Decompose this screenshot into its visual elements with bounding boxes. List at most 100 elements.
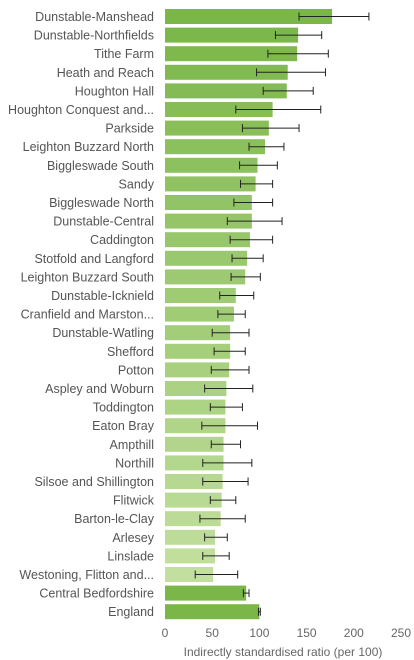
x-tick-label: 250 bbox=[391, 626, 411, 640]
category-label: Cranfield and Marston... bbox=[21, 308, 154, 322]
category-label: Dunstable-Northfields bbox=[34, 29, 154, 43]
category-label: Central Bedfordshire bbox=[39, 587, 154, 601]
error-bar bbox=[211, 328, 250, 337]
category-label: Toddington bbox=[93, 401, 154, 415]
bar bbox=[165, 325, 231, 341]
category-label: Ampthill bbox=[110, 438, 154, 452]
error-bar bbox=[202, 551, 230, 560]
category-label: Flitwick bbox=[113, 494, 155, 508]
bar bbox=[165, 455, 224, 471]
bar bbox=[165, 157, 258, 173]
bar bbox=[165, 102, 273, 117]
bar bbox=[165, 213, 252, 229]
bars-layer bbox=[165, 9, 333, 620]
x-tick-label: 150 bbox=[297, 626, 317, 640]
bar bbox=[165, 362, 230, 378]
error-bar bbox=[194, 570, 239, 579]
bar bbox=[165, 139, 266, 155]
x-tick-label: 50 bbox=[206, 626, 220, 640]
error-bar bbox=[201, 421, 259, 430]
category-label: Caddington bbox=[90, 233, 154, 247]
category-label: Potton bbox=[118, 363, 154, 377]
category-label: Northill bbox=[115, 456, 154, 470]
category-label: Biggleswade North bbox=[49, 196, 154, 210]
category-label: Aspley and Woburn bbox=[45, 382, 154, 396]
category-labels: Dunstable-Manshead Dunstable-Northfields T… bbox=[8, 10, 155, 619]
bar bbox=[165, 492, 222, 508]
x-axis-label: Indirectly standardised ratio (per 100) bbox=[184, 645, 383, 659]
error-bar bbox=[239, 161, 278, 170]
bar bbox=[165, 9, 333, 24]
category-label: Linslade bbox=[107, 549, 154, 563]
bar bbox=[165, 232, 250, 248]
bar bbox=[165, 529, 216, 545]
bar bbox=[165, 604, 260, 620]
error-bar bbox=[226, 217, 283, 226]
x-tick-label: 0 bbox=[162, 626, 169, 640]
category-label: Houghton Hall bbox=[75, 84, 154, 98]
category-label: Dunstable-Central bbox=[53, 215, 154, 229]
category-label: Heath and Reach bbox=[57, 66, 154, 80]
bar bbox=[165, 269, 246, 285]
error-bar bbox=[219, 291, 255, 300]
x-tick-label: 200 bbox=[344, 626, 364, 640]
error-bar bbox=[267, 49, 329, 58]
error-bar bbox=[248, 142, 285, 151]
category-label: Silsoe and Shillington bbox=[34, 475, 154, 489]
error-bar bbox=[242, 589, 250, 598]
error-bar bbox=[274, 31, 323, 40]
error-bar bbox=[209, 496, 237, 505]
bar bbox=[165, 250, 248, 266]
error-bar bbox=[210, 440, 242, 449]
bar bbox=[165, 418, 226, 434]
error-bar bbox=[210, 365, 250, 374]
error-bar bbox=[204, 384, 254, 393]
error-bar bbox=[256, 68, 326, 77]
category-label: Dunstable-Icknield bbox=[51, 289, 154, 303]
x-tick-label: 100 bbox=[249, 626, 269, 640]
category-label: Westoning, Flitton and... bbox=[19, 568, 154, 582]
error-bar bbox=[217, 310, 246, 319]
category-label: Biggleswade South bbox=[47, 159, 154, 173]
bar bbox=[165, 474, 223, 489]
category-label: Dunstable-Manshead bbox=[35, 10, 154, 24]
bar bbox=[165, 176, 256, 192]
bar bbox=[165, 27, 299, 43]
error-bar bbox=[298, 12, 370, 21]
error-bar bbox=[241, 124, 300, 133]
category-label: Stotfold and Langford bbox=[34, 252, 154, 266]
error-bar bbox=[257, 607, 261, 616]
category-label: Leighton Buzzard South bbox=[21, 270, 154, 284]
category-label: Dunstable-Watling bbox=[52, 326, 154, 340]
bar bbox=[165, 511, 221, 527]
category-label: Eaton Bray bbox=[92, 419, 155, 433]
error-bar bbox=[229, 235, 274, 244]
category-label: England bbox=[108, 605, 154, 619]
x-axis-ticks: 0 50 100 150 200 250 bbox=[162, 626, 412, 640]
category-label: Shefford bbox=[107, 345, 154, 359]
error-bar bbox=[233, 198, 274, 207]
bar bbox=[165, 306, 234, 322]
category-label: Tithe Farm bbox=[94, 47, 154, 61]
category-label: Arlesey bbox=[112, 531, 154, 545]
bar bbox=[165, 46, 298, 62]
bar bbox=[165, 381, 227, 396]
error-bar bbox=[230, 272, 261, 281]
error-bar bbox=[262, 86, 314, 95]
bar bbox=[165, 288, 236, 303]
bar bbox=[165, 195, 252, 210]
category-label: Houghton Conquest and... bbox=[8, 103, 154, 117]
error-bar bbox=[202, 458, 253, 467]
error-bar bbox=[204, 533, 228, 542]
bar bbox=[165, 567, 214, 582]
category-label: Leighton Buzzard North bbox=[23, 140, 154, 154]
error-bar bbox=[202, 477, 249, 486]
bar bbox=[165, 436, 224, 452]
category-label: Barton-le-Clay bbox=[74, 512, 155, 526]
error-bar bbox=[213, 347, 246, 356]
bar bbox=[165, 83, 287, 99]
bar bbox=[165, 585, 247, 601]
category-label: Parkside bbox=[105, 122, 154, 136]
error-bar bbox=[240, 179, 274, 188]
